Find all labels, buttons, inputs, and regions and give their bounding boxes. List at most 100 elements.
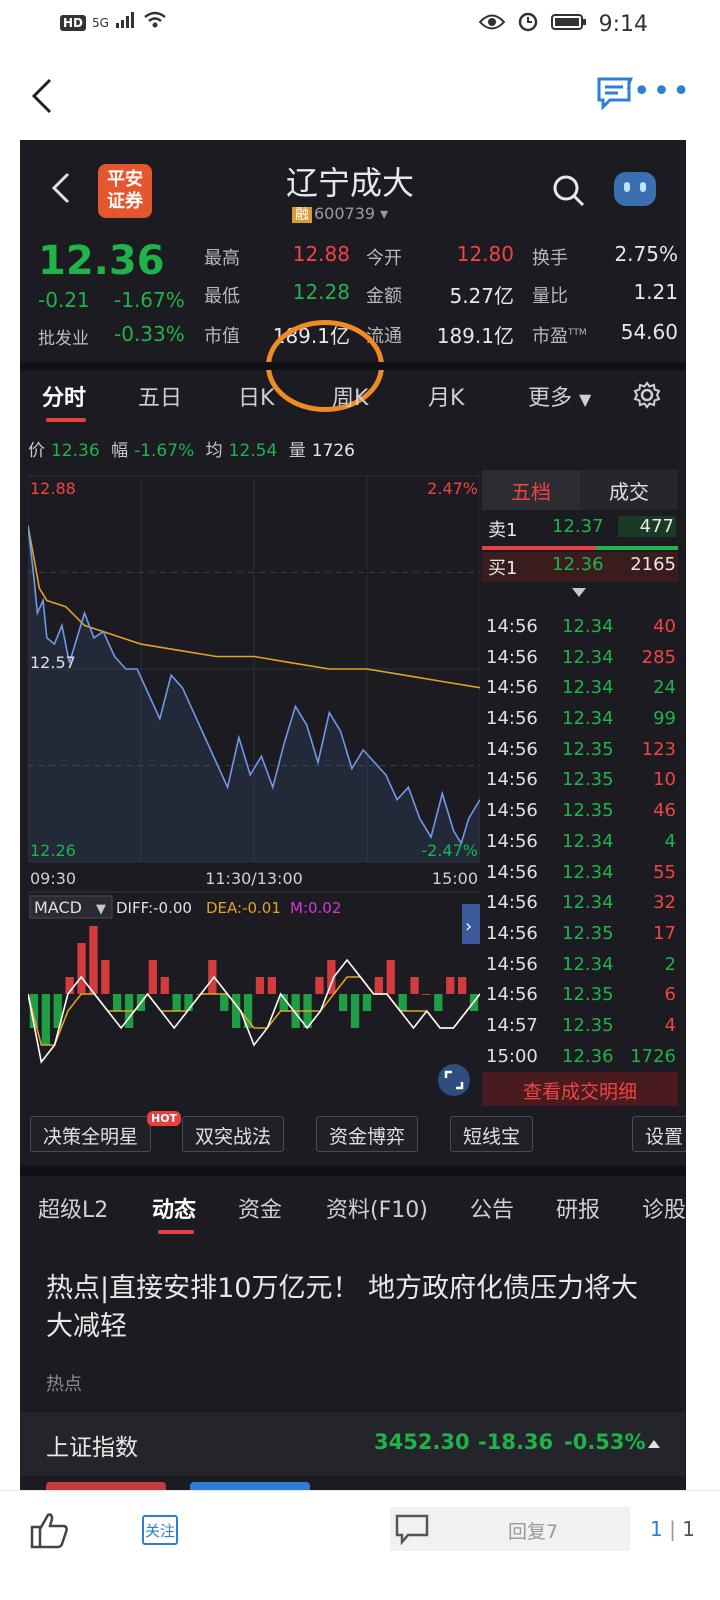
tab-trades[interactable]: 成交 [609, 480, 649, 504]
search-icon[interactable] [552, 174, 586, 212]
macd-bar [89, 926, 98, 994]
wifi-icon [143, 10, 167, 35]
index-ticker[interactable]: 上证指数 3452.30 -18.36 -0.53% [20, 1412, 686, 1476]
index-value: 3452.30 [374, 1430, 470, 1454]
bid-label: 买1 [488, 558, 518, 579]
hd-icon: HD [60, 14, 87, 31]
macd-dea: DEA:-0.01 [206, 899, 281, 917]
settings-button[interactable]: 设置 [632, 1116, 686, 1152]
robot-assistant-icon[interactable] [614, 172, 656, 206]
double-breakout-button[interactable]: 双突战法 [182, 1116, 285, 1152]
tab-diagnosis[interactable]: 诊股 [642, 1198, 686, 1223]
tab-monthly-k[interactable]: 月K [428, 386, 465, 411]
message-icon[interactable] [596, 76, 632, 114]
quote-panel: 12.36 -0.21 -1.67% 批发业 -0.33% 最高 12.88 最… [20, 236, 686, 412]
fund-game-button[interactable]: 资金博弈 [316, 1116, 419, 1152]
trade-row: 14:56 12.34 24 [482, 673, 678, 704]
amount-label: 金额 [366, 286, 402, 307]
macd-bar [458, 977, 467, 994]
trade-row: 14:56 12.35 10 [482, 765, 678, 796]
price-line [27, 525, 481, 846]
trade-time: 14:56 [486, 769, 538, 791]
more-options-button[interactable]: ••• [632, 74, 692, 109]
tab-research[interactable]: 研报 [556, 1198, 601, 1223]
trade-row: 14:56 12.34 285 [482, 643, 678, 674]
reply-input[interactable]: 回复7 [390, 1507, 630, 1551]
tab-five-day[interactable]: 五日 [138, 386, 183, 411]
tab-announcements[interactable]: 公告 [470, 1198, 515, 1223]
tab-more[interactable]: 更多 ▼ [528, 386, 592, 411]
view-trade-details-button[interactable]: 查看成交明细 [482, 1072, 678, 1106]
broker-logo: 平安 证券 [98, 164, 152, 218]
price-area-fill [28, 525, 480, 862]
info-vol: 1726 [311, 441, 355, 461]
info-avg-label: 均 [205, 441, 223, 461]
industry-label[interactable]: 批发业 [38, 329, 89, 349]
info-vol-label: 量 [288, 441, 306, 461]
trade-volume: 40 [653, 616, 676, 637]
page-indicator[interactable]: 1 | 1 [650, 1517, 695, 1541]
trade-time: 14:56 [486, 646, 538, 668]
macd-bar [255, 977, 265, 994]
page-current: 1 [650, 1517, 663, 1541]
y-tick-pct-high: 2.47% [427, 479, 478, 498]
tab-weekly-k[interactable]: 周K [332, 386, 369, 411]
trade-volume: 10 [653, 769, 676, 791]
tab-super-l2[interactable]: 超级L2 [38, 1198, 109, 1223]
macd-bar [220, 994, 229, 1011]
high-value: 12.88 [292, 242, 350, 266]
trade-time: 14:56 [486, 677, 538, 699]
thumbs-up-icon[interactable] [30, 1511, 70, 1553]
macd-bar [148, 960, 157, 994]
trade-volume: 4 [664, 830, 676, 852]
trade-volume: 6 [664, 984, 676, 1006]
tab-daily-k[interactable]: 日K [238, 386, 275, 411]
caret-up-icon[interactable] [648, 1440, 660, 1448]
page-total: 1 [682, 1517, 695, 1541]
trade-time: 14:56 [486, 922, 538, 944]
fullscreen-icon [438, 1064, 470, 1096]
gear-icon[interactable] [632, 380, 662, 414]
trade-time: 14:56 [486, 800, 538, 822]
macd-bar [29, 994, 39, 1028]
expand-down-icon[interactable] [572, 588, 586, 597]
margin-badge: 融 [292, 207, 312, 223]
tab-funds[interactable]: 资金 [238, 1198, 283, 1223]
network-type: 5G [92, 15, 109, 30]
decision-allstar-button[interactable]: 决策全明星 HOT [30, 1111, 182, 1152]
chevron-right-icon: › [465, 916, 472, 937]
stock-code: 600739 [314, 204, 376, 223]
trade-volume: 46 [653, 800, 676, 822]
trade-volume: 99 [653, 708, 676, 730]
strategy-tools: 决策全明星 HOT 双突战法 资金博弈 短线宝 设置 [20, 1111, 686, 1154]
x-tick-midday: 11:30/13:00 [205, 869, 303, 888]
trade-price: 12.34 [562, 616, 614, 637]
stock-back-button[interactable] [50, 170, 72, 210]
tab-profile-f10[interactable]: 资料(F10) [326, 1198, 428, 1223]
macd-diff-line [27, 958, 481, 1064]
news-tag: 热点 [46, 1374, 82, 1395]
caret-down-icon: ▼ [579, 390, 592, 409]
info-range: -1.67% [134, 441, 195, 461]
back-button[interactable] [28, 74, 58, 118]
follow-button[interactable]: 关注 [142, 1515, 178, 1545]
industry-change: -0.33% [114, 322, 185, 346]
tab-five-levels[interactable]: 五档 [482, 470, 580, 510]
news-headline[interactable]: 热点|直接安排10万亿元！ 地方政府化债压力将大大减轻 [46, 1273, 639, 1342]
current-price: 12.36 [38, 238, 165, 284]
volume-ratio-label: 量比 [532, 286, 568, 307]
volume-ratio-value: 1.21 [633, 280, 678, 304]
short-term-button[interactable]: 短线宝 [450, 1116, 534, 1152]
pe-label: 市盈TTM [532, 326, 587, 347]
index-change-pct: -0.53% [564, 1430, 646, 1454]
pe-value: 54.60 [620, 320, 678, 344]
peek-tag-red [46, 1482, 166, 1490]
index-change: -18.36 [478, 1430, 554, 1454]
macd-bar [65, 977, 74, 994]
tab-intraday[interactable]: 分时 [42, 386, 87, 411]
stock-code-selector[interactable]: 融 600739 ▾ [292, 204, 388, 224]
macd-bar [434, 994, 443, 1011]
amount-value: 5.27亿 [449, 284, 514, 308]
intraday-chart-area[interactable]: 12.88 12.57 12.26 2.47% -2.47% › 09:30 1… [27, 468, 481, 1098]
tab-news-feed[interactable]: 动态 [152, 1198, 197, 1223]
